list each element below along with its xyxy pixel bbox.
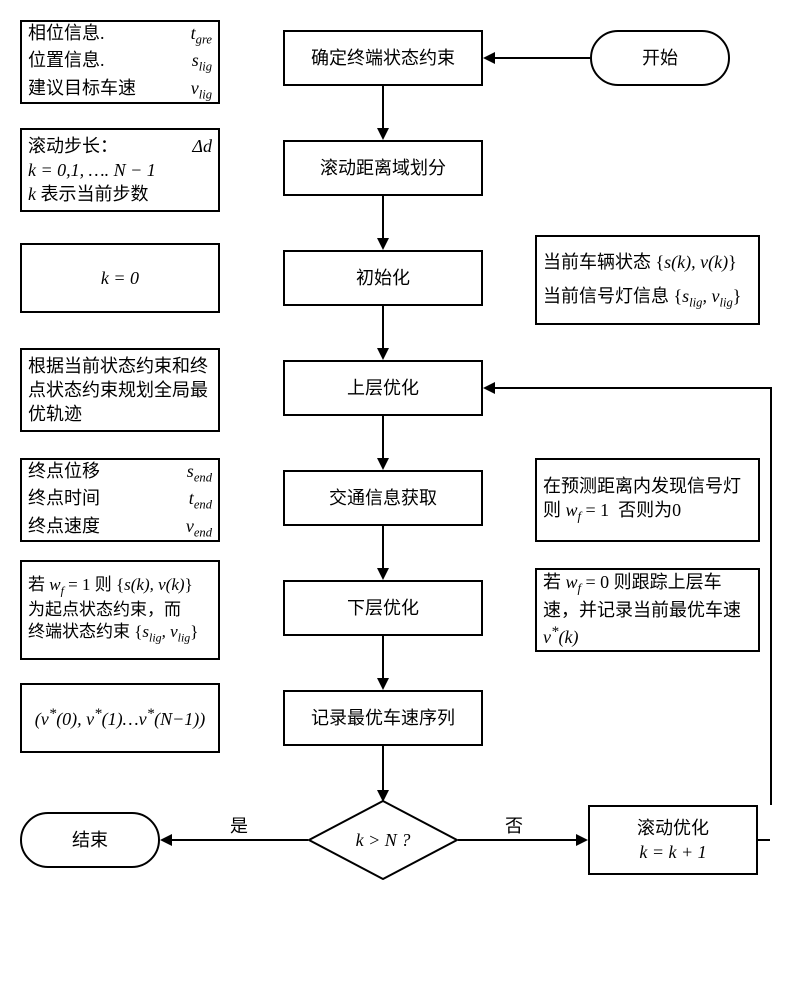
arrow: [576, 834, 588, 846]
edge: [382, 306, 384, 348]
edge: [172, 839, 308, 841]
left-box-7: (v*(0), v*(1)…v*(N−1)): [20, 683, 220, 753]
edge: [770, 387, 772, 805]
rolling-opt-box: 滚动优化 k = k + 1: [588, 805, 758, 875]
sym-vlig: vlig: [191, 76, 212, 104]
left-box-3: k = 0: [20, 243, 220, 313]
arrow: [483, 382, 495, 394]
l2b: k = 0,1, …. N − 1: [28, 160, 156, 180]
arrow: [377, 458, 389, 470]
sym-tgre: tgre: [191, 21, 212, 49]
arrow: [377, 238, 389, 250]
l3: k = 0: [101, 266, 139, 290]
r5: 在预测距离内发现信号灯则 wf = 1 否则为0: [543, 474, 752, 526]
edge: [458, 839, 576, 841]
arrow: [377, 128, 389, 140]
edge: [382, 196, 384, 238]
c6-label: 下层优化: [347, 596, 419, 620]
step-traffic-info: 交通信息获取: [283, 470, 483, 526]
sym-tend: tend: [189, 486, 212, 514]
edge: [382, 416, 384, 458]
arrow: [483, 52, 495, 64]
l1a: 相位信息.: [28, 21, 105, 49]
end-label: 结束: [72, 828, 108, 852]
yes-label: 是: [230, 812, 248, 838]
r6: 若 wf = 0 则跟踪上层车速，并记录当前最优车速 v*(k): [543, 570, 752, 649]
arrow: [377, 678, 389, 690]
l6: 若 wf = 1 则 {s(k), v(k)}为起点状态约束，而终端状态约束 {…: [28, 574, 198, 646]
arrow: [377, 568, 389, 580]
c3-label: 初始化: [356, 266, 410, 290]
c4-label: 上层优化: [347, 376, 419, 400]
l5b: 终点时间: [28, 486, 100, 514]
l2a: 滚动步长：: [28, 134, 118, 158]
c2-label: 滚动距离域划分: [320, 156, 446, 180]
decision-k-gt-n: k > N ?: [308, 800, 458, 880]
edge: [382, 746, 384, 790]
rolling-title: 滚动优化: [637, 816, 709, 840]
left-box-4: 根据当前状态约束和终点状态约束规划全局最优轨迹: [20, 348, 220, 432]
flowchart-canvas: 开始 确定终端状态约束 滚动距离域划分 初始化 上层优化 交通信息获取 下层优化…: [0, 0, 787, 1000]
left-box-6: 若 wf = 1 则 {s(k), v(k)}为起点状态约束，而终端状态约束 {…: [20, 560, 220, 660]
edge: [495, 387, 772, 389]
step-terminal-constraint: 确定终端状态约束: [283, 30, 483, 86]
right-box-5: 在预测距离内发现信号灯则 wf = 1 否则为0: [535, 458, 760, 542]
step-upper-opt: 上层优化: [283, 360, 483, 416]
c1-label: 确定终端状态约束: [311, 46, 455, 70]
l4: 根据当前状态约束和终点状态约束规划全局最优轨迹: [28, 354, 212, 427]
edge: [758, 839, 770, 841]
l5a: 终点位移: [28, 459, 100, 487]
sym-dd: Δd: [192, 134, 212, 158]
l1c: 建议目标车速: [28, 76, 136, 104]
l7: (v*(0), v*(1)…v*(N−1)): [35, 704, 206, 731]
arrow: [160, 834, 172, 846]
right-box-6: 若 wf = 0 则跟踪上层车速，并记录当前最优车速 v*(k): [535, 568, 760, 652]
start-label: 开始: [642, 46, 678, 70]
rolling-sub: k = k + 1: [639, 840, 706, 864]
right-box-3: 当前车辆状态 {s(k), v(k)} 当前信号灯信息 {slig, vlig}: [535, 235, 760, 325]
c5-label: 交通信息获取: [329, 486, 437, 510]
l5c: 终点速度: [28, 514, 100, 542]
end-terminal: 结束: [20, 812, 160, 868]
sym-vend: vend: [186, 514, 212, 542]
step-initialize: 初始化: [283, 250, 483, 306]
edge: [382, 526, 384, 568]
l2c: k 表示当前步数: [28, 184, 149, 204]
no-label: 否: [505, 812, 523, 838]
r3a: 当前车辆状态: [543, 252, 651, 272]
c7-label: 记录最优车速序列: [311, 706, 455, 730]
step-record-seq: 记录最优车速序列: [283, 690, 483, 746]
step-lower-opt: 下层优化: [283, 580, 483, 636]
decision-label: k > N ?: [356, 830, 411, 851]
edge: [382, 636, 384, 678]
l1b: 位置信息.: [28, 48, 105, 76]
left-box-1: 相位信息. tgre 位置信息. slig 建议目标车速 vlig: [20, 20, 220, 104]
r3b: 当前信号灯信息: [543, 286, 669, 306]
sym-slig: slig: [192, 48, 212, 76]
edge: [495, 57, 590, 59]
left-box-5: 终点位移 send 终点时间 tend 终点速度 vend: [20, 458, 220, 542]
sym-send: send: [187, 459, 212, 487]
edge: [382, 86, 384, 128]
left-box-2: 滚动步长： Δd k = 0,1, …. N − 1 k 表示当前步数: [20, 128, 220, 212]
start-terminal: 开始: [590, 30, 730, 86]
step-rolling-partition: 滚动距离域划分: [283, 140, 483, 196]
arrow: [377, 348, 389, 360]
